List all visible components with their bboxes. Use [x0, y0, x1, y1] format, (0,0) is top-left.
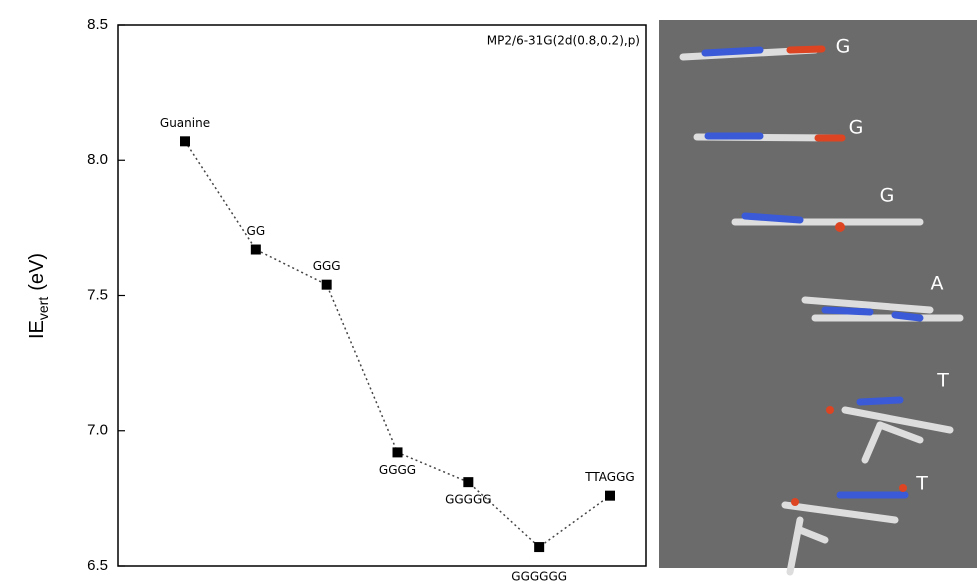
point-label: GGGGGG — [511, 570, 567, 584]
panel-label: A — [931, 273, 944, 295]
method-annotation: MP2/6-31G(2d(0.8,0.2),p) — [487, 34, 640, 48]
y-label-main: IE — [26, 320, 48, 339]
data-point — [534, 542, 544, 552]
panel-label: T — [915, 473, 928, 495]
data-point — [393, 447, 403, 457]
point-label: GGG — [313, 259, 341, 273]
structure-panel — [659, 20, 977, 568]
y-tick-label: 8.0 — [87, 151, 108, 168]
point-label: GG — [247, 224, 266, 238]
y-tick-label: 7.0 — [87, 422, 108, 439]
point-label: GGGGG — [445, 493, 492, 507]
y-axis-label: IEvert (eV) — [26, 253, 50, 339]
panel-label: G — [836, 36, 851, 58]
data-point — [605, 491, 615, 501]
y-tick-label: 7.5 — [87, 286, 108, 303]
point-label: GGGG — [379, 463, 416, 477]
y-axis-title: IEvert (eV) — [26, 253, 50, 339]
panel-label: G — [849, 117, 864, 139]
point-label: TTAGGG — [584, 470, 634, 484]
panel-label: G — [880, 185, 895, 207]
series-line — [185, 141, 610, 547]
figure: MP2/6-31G(2d(0.8,0.2),p) IEvert (eV) 6.5 7… — [0, 0, 977, 584]
data-point — [180, 136, 190, 146]
panel-label: T — [936, 370, 949, 392]
molecule-g2 — [697, 136, 842, 138]
data-point — [251, 245, 261, 255]
plot-frame — [118, 25, 646, 566]
data-point — [322, 280, 332, 290]
y-tick-label: 6.5 — [87, 557, 108, 574]
y-label-unit: (eV) — [26, 253, 48, 291]
point-label: Guanine — [160, 116, 210, 130]
data-point — [463, 477, 473, 487]
y-label-sub: vert — [35, 297, 51, 320]
y-tick-label: 8.5 — [87, 16, 108, 33]
